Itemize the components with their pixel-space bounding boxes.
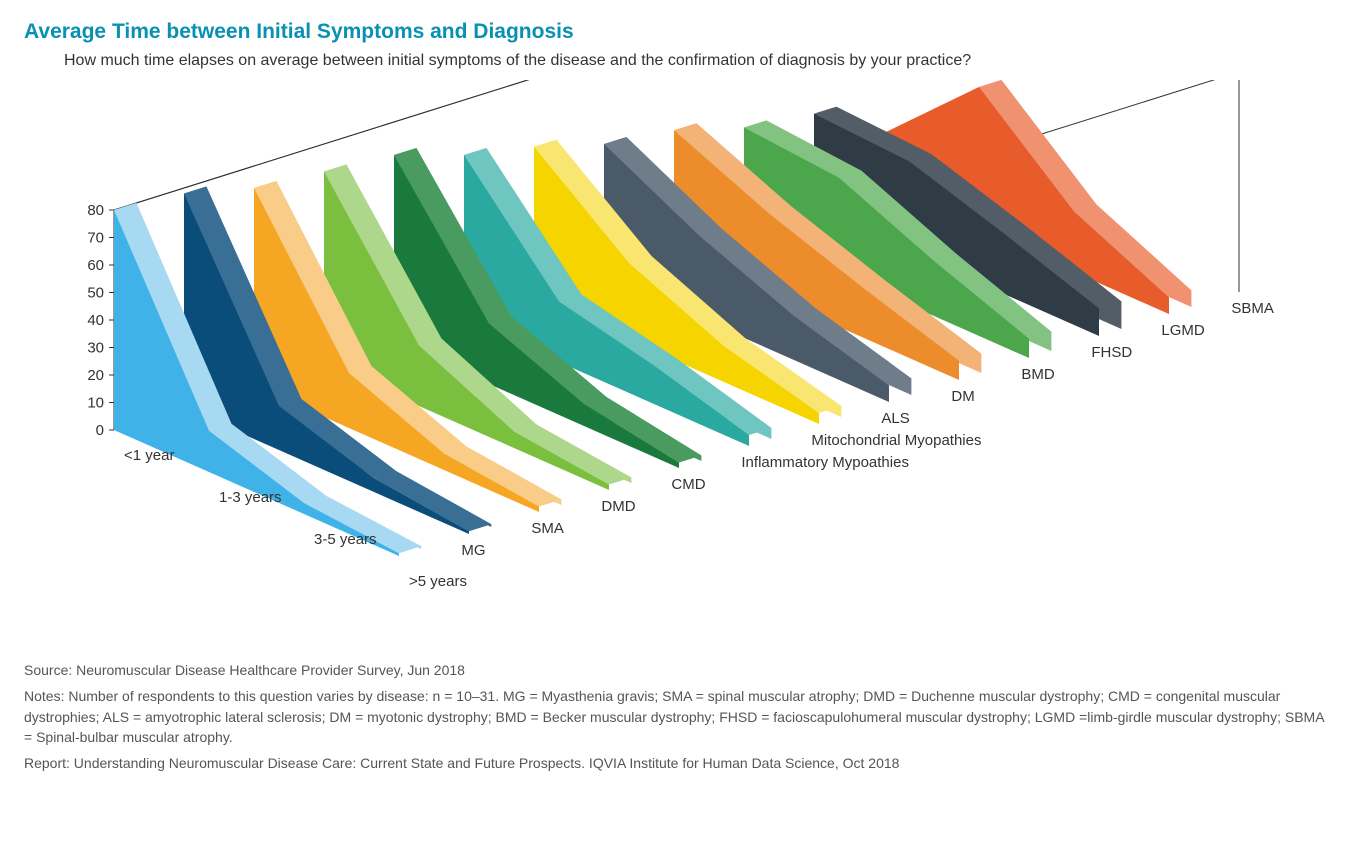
svg-text:DMD: DMD [601, 498, 635, 515]
svg-text:70: 70 [87, 230, 104, 247]
chart-svg: 0 10 20 30 40 50 60 70 80 <1 year 1-3 years 3-5 yea… [24, 80, 1324, 660]
svg-text:>5 years: >5 years [409, 573, 467, 590]
chart-area: 0 10 20 30 40 50 60 70 80 <1 year 1-3 years 3-5 yea… [24, 80, 1324, 660]
svg-text:MG: MG [461, 542, 485, 559]
svg-text:1-3 years: 1-3 years [219, 489, 282, 506]
footer-notes: Source: Neuromuscular Disease Healthcare… [24, 660, 1328, 773]
chart-subtitle: How much time elapses on average between… [64, 52, 1328, 70]
svg-text:40: 40 [87, 312, 104, 329]
chart-title: Average Time between Initial Symptoms an… [24, 20, 1328, 44]
svg-text:FHSD: FHSD [1091, 344, 1132, 361]
svg-text:20: 20 [87, 367, 104, 384]
source-text: Source: Neuromuscular Disease Healthcare… [24, 660, 1328, 680]
svg-text:SMA: SMA [531, 520, 564, 537]
svg-text:60: 60 [87, 257, 104, 274]
svg-text:Mitochondrial Myopathies: Mitochondrial Myopathies [811, 432, 981, 449]
svg-text:0: 0 [96, 422, 104, 439]
svg-text:10: 10 [87, 395, 104, 412]
svg-text:50: 50 [87, 285, 104, 302]
svg-text:30: 30 [87, 340, 104, 357]
report-text: Report: Understanding Neuromuscular Dise… [24, 753, 1328, 773]
svg-text:LGMD: LGMD [1161, 322, 1205, 339]
svg-text:SBMA: SBMA [1231, 300, 1274, 317]
svg-text:BMD: BMD [1021, 366, 1055, 383]
svg-text:<1 year: <1 year [124, 447, 174, 464]
notes-text: Notes: Number of respondents to this que… [24, 686, 1328, 747]
svg-text:3-5 years: 3-5 years [314, 531, 377, 548]
svg-text:Inflammatory Mypoathies: Inflammatory Mypoathies [741, 454, 909, 471]
svg-text:DM: DM [951, 388, 974, 405]
svg-text:80: 80 [87, 202, 104, 219]
svg-text:CMD: CMD [671, 476, 705, 493]
svg-text:ALS: ALS [881, 410, 909, 427]
